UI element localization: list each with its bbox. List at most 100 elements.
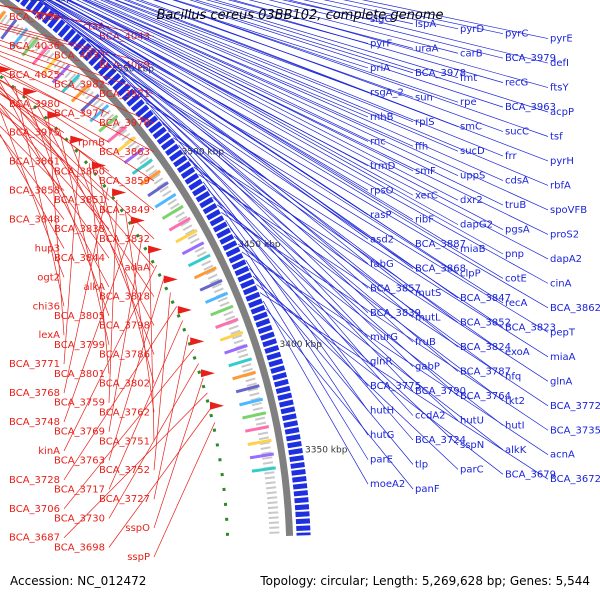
reverse-gene-leader	[0, 110, 65, 162]
forward-gene-label: BCA_3887	[415, 239, 466, 250]
forward-gene-label: glnR	[370, 357, 392, 368]
forward-gene-leader	[248, 0, 459, 54]
reverse-gene-label: kinA	[38, 446, 60, 457]
feature-stripe	[244, 425, 270, 433]
reverse-gene-leader	[48, 117, 65, 336]
forward-gene-leader	[152, 0, 369, 69]
forward-gene-leader	[49, 0, 549, 260]
reverse-gene-leader	[125, 212, 155, 413]
reverse-gene-label: BCA_3730	[54, 513, 105, 524]
reverse-gene-leader	[63, 225, 135, 423]
feature-stripe	[232, 370, 257, 381]
forward-gene-label: pyrH	[550, 156, 574, 167]
feature-stripe	[219, 330, 244, 342]
forward-gene-leader	[207, 189, 414, 416]
reverse-gene-label: BCA_3981	[99, 89, 150, 100]
reverse-gene-leader	[0, 68, 155, 153]
forward-gene-leader	[167, 130, 504, 377]
reverse-gene-arrow	[148, 245, 163, 254]
forward-gene-leader	[205, 0, 369, 44]
feature-stripe	[41, 54, 61, 75]
forward-gene-label: BCA_3847	[460, 293, 511, 304]
reverse-gene-leader	[63, 306, 177, 481]
forward-gene-label: rpe	[460, 97, 477, 108]
genome-summary: Topology: circular; Length: 5,269,628 bp…	[260, 574, 590, 588]
reverse-gene-leader	[0, 103, 110, 201]
forward-gene-label: cotE	[505, 273, 527, 284]
forward-gene-leader	[84, 37, 549, 309]
reverse-gene-leader	[37, 106, 155, 326]
reverse-gene-leader	[0, 23, 155, 66]
forward-gene-leader	[266, 308, 414, 490]
forward-gene-label: sun	[415, 92, 433, 103]
forward-gene-label: pyrD	[460, 24, 484, 35]
forward-strand-ring	[14, 0, 311, 536]
forward-gene-label: defI	[550, 58, 569, 69]
reverse-gene-arrow	[70, 135, 85, 144]
forward-gene-leader	[127, 0, 549, 162]
forward-gene-label: sucD	[460, 146, 485, 157]
reverse-gene-leader	[153, 292, 171, 471]
reverse-gene-leader	[0, 79, 155, 182]
forward-gene-label: uraA	[415, 43, 439, 54]
feature-stripe	[161, 204, 184, 220]
forward-gene-label: pyrE	[550, 34, 573, 45]
forward-gene-label: murG	[370, 332, 398, 343]
feature-stripe	[224, 344, 248, 355]
forward-gene-label: BCA_3978	[415, 68, 466, 79]
forward-gene-label: trmD	[370, 161, 396, 172]
forward-gene-leader	[77, 31, 504, 304]
forward-gene-label: rplS	[415, 117, 435, 128]
backbone-ring	[0, 0, 294, 536]
reverse-gene-leader	[0, 63, 110, 114]
forward-gene-label: proS2	[550, 229, 579, 240]
forward-gene-leader	[151, 109, 369, 362]
forward-gene-label: BCA_3824	[460, 342, 511, 353]
forward-gene-leader	[155, 0, 549, 137]
forward-gene-leader	[93, 0, 504, 181]
forward-gene-label: clpP	[460, 269, 481, 280]
forward-gene-label: BCA_3862	[550, 303, 600, 314]
forward-gene-leader	[50, 8, 549, 284]
feature-stripe	[31, 45, 50, 66]
forward-gene-leader	[47, 0, 459, 250]
feature-stripe	[61, 73, 81, 93]
reverse-gene-label: BCA_3759	[54, 398, 105, 409]
forward-gene-leader	[343, 0, 504, 35]
forward-gene-label: rsgA_2	[370, 87, 404, 98]
forward-gene-leader	[127, 82, 414, 343]
reverse-gene-label: BCA_4025	[9, 70, 60, 81]
reverse-gene-label: sspP	[127, 552, 150, 563]
forward-gene-leader	[57, 0, 414, 196]
feature-stripe	[239, 397, 264, 407]
forward-gene-label: sspN	[460, 440, 484, 451]
forward-gene-label: hfq	[505, 371, 521, 382]
forward-gene-label: rnc	[370, 136, 386, 147]
reverse-gene-arrow	[163, 275, 178, 284]
reverse-gene-label: BCA_3798	[99, 321, 150, 332]
feature-stripe	[154, 193, 177, 209]
reverse-gene-leader	[0, 81, 110, 288]
forward-gene-label: parE	[370, 455, 393, 466]
reverse-gene-label: BCA_3818	[99, 292, 150, 303]
reverse-gene-leader	[108, 320, 184, 490]
forward-gene-leader	[361, 0, 549, 39]
forward-gene-label: mutS	[415, 288, 441, 299]
forward-gene-label: cdsA	[505, 176, 529, 187]
reverse-gene-label: sspO	[125, 523, 150, 534]
forward-gene-label: BCA_3868	[415, 264, 466, 275]
forward-gene-label: glnA	[550, 376, 572, 387]
forward-gene-label: hutI	[505, 420, 525, 431]
feature-stripe	[249, 452, 274, 460]
forward-gene-label: exoA	[505, 347, 530, 358]
forward-gene-label: fmt	[460, 73, 477, 84]
reverse-gene-label: BCA_3698	[54, 542, 105, 553]
forward-gene-leader	[84, 0, 414, 147]
forward-gene-leader	[268, 0, 504, 59]
reverse-gene-label: hup3	[35, 243, 60, 254]
forward-gene-label: miaA	[550, 352, 576, 363]
reverse-gene-label: BCA_3768	[9, 388, 60, 399]
forward-gene-leader	[109, 62, 504, 328]
forward-gene-label: sucC	[505, 127, 529, 138]
forward-gene-leader	[221, 212, 549, 431]
